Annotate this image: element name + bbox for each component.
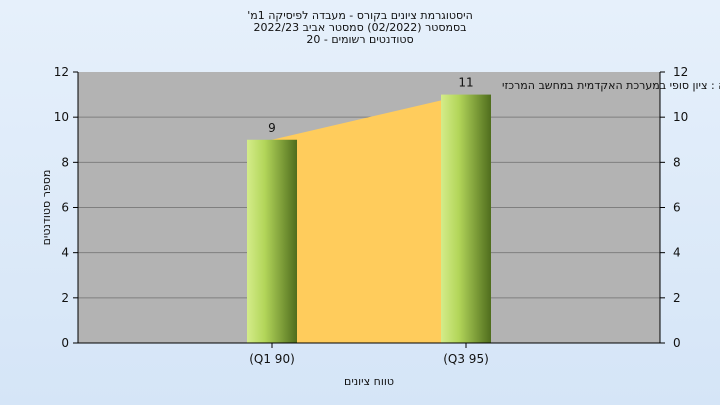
y-tick-label-right: 0 — [673, 336, 681, 350]
y-tick-label-left: 8 — [61, 155, 69, 169]
x-axis-label: טווח ציונים — [344, 375, 394, 388]
bars: 9 11 — [247, 76, 491, 343]
y-tick-label-right: 2 — [673, 291, 681, 305]
chart-title: היסטוגרמת ציונים בקורס - מעבדה לפיסיקה 1… — [0, 10, 720, 46]
x-tick-label: (Q1 90) — [249, 352, 295, 366]
chart-title-line-1: היסטוגרמת ציונים בקורס - מעבדה לפיסיקה 1… — [247, 9, 473, 22]
axes — [73, 71, 665, 348]
trend-area — [272, 94, 466, 343]
chart-title-line-3: סטודנטים רשומים - 20 — [306, 33, 414, 46]
y-tick-label-left: 0 — [61, 336, 69, 350]
y-axis-label: מספר סטודנטים — [40, 170, 53, 246]
bar — [441, 94, 491, 343]
y-tick-label-left: 6 — [61, 201, 69, 215]
y-tick-label-right: 8 — [673, 155, 681, 169]
y-tick-label-left: 12 — [54, 65, 69, 79]
y-tick-label-right: 10 — [673, 110, 688, 124]
chart-title-line-2: בסמסטר (02/2022) סמסטר אביב 2022/23 — [253, 21, 467, 34]
bar-data-label: 9 — [268, 121, 276, 135]
x-tick-label: (Q3 95) — [443, 352, 489, 366]
y-tick-label-left: 4 — [61, 246, 69, 260]
y-tick-label-left: 2 — [61, 291, 69, 305]
y-tick-label-right: 6 — [673, 201, 681, 215]
tick-labels: 0 0 2 2 4 4 6 6 8 8 10 10 12 12 (Q1 90) (Q3 95) — [54, 65, 689, 366]
y-tick-label-left: 10 — [54, 110, 69, 124]
y-tick-label-right: 4 — [673, 246, 681, 260]
chart-subtitle: במשוקלה : ציון סופי במערכת האקדמית במחשב… — [502, 79, 720, 92]
y-tick-label-right: 12 — [673, 65, 688, 79]
bar — [247, 139, 297, 343]
bar-data-label: 11 — [458, 76, 473, 90]
